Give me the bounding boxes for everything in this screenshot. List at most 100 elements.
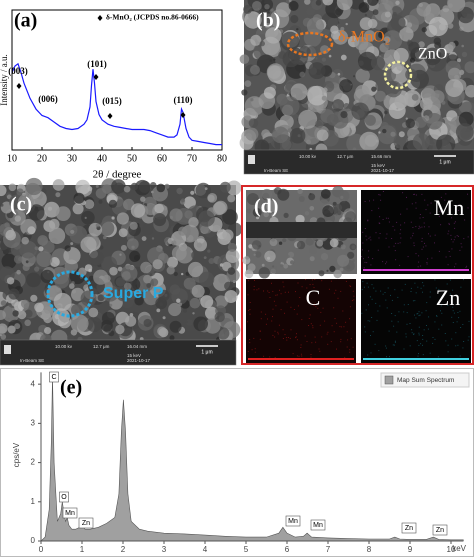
sem-particle bbox=[25, 177, 43, 196]
map-dot bbox=[249, 302, 251, 303]
map-dot bbox=[351, 300, 353, 302]
sem-particle bbox=[307, 85, 327, 106]
map-dot bbox=[416, 340, 418, 342]
map-dot bbox=[362, 231, 364, 233]
map-dot bbox=[330, 341, 332, 343]
map-dot bbox=[249, 313, 251, 315]
sem-particle bbox=[290, 83, 308, 101]
map-dot bbox=[417, 355, 419, 357]
x-tick-label: 40 bbox=[97, 153, 107, 164]
sem-particle bbox=[198, 210, 215, 227]
map-dot bbox=[312, 283, 314, 285]
map-dot bbox=[434, 234, 436, 236]
map-dot bbox=[412, 300, 414, 302]
sem-particle bbox=[224, 281, 233, 291]
sem-particle bbox=[248, 118, 259, 128]
map-dot bbox=[410, 291, 412, 292]
map-dot bbox=[279, 349, 281, 350]
sem-particle bbox=[354, 36, 369, 51]
map-dot bbox=[280, 309, 282, 311]
sem-particle bbox=[123, 185, 131, 193]
sem-particle bbox=[17, 310, 27, 320]
x-tick-label: 6 bbox=[285, 545, 290, 554]
map-dot bbox=[310, 356, 312, 358]
map-dot bbox=[418, 311, 420, 313]
map-dot bbox=[364, 331, 366, 333]
y-tick-label: 2 bbox=[31, 458, 36, 467]
sem-particle bbox=[244, 80, 252, 87]
sem-particle bbox=[464, 61, 474, 74]
sem-particle bbox=[457, 6, 474, 24]
map-dot bbox=[419, 214, 421, 215]
sem-particle bbox=[364, 13, 368, 17]
peak-marker bbox=[97, 15, 103, 21]
sem-particle bbox=[282, 50, 300, 68]
peak-label: Zn bbox=[405, 525, 413, 532]
sem-particle bbox=[465, 84, 474, 98]
sem-particle bbox=[339, 267, 344, 272]
map-dot bbox=[362, 281, 364, 283]
map-dot bbox=[361, 289, 363, 291]
map-dot bbox=[445, 340, 447, 342]
map-dot bbox=[363, 286, 365, 288]
sem-particle bbox=[296, 28, 299, 31]
sem-particle bbox=[250, 64, 260, 75]
sem-particle bbox=[304, 211, 310, 216]
map-dot bbox=[300, 344, 302, 346]
map-dot bbox=[314, 303, 316, 305]
sem-particle bbox=[448, 41, 456, 50]
map-dot bbox=[318, 348, 320, 350]
map-dot bbox=[450, 234, 452, 236]
map-dot bbox=[439, 211, 441, 213]
map-dot bbox=[456, 321, 458, 323]
sem-particle bbox=[116, 289, 129, 302]
scale-bar-label: 1 μm bbox=[439, 159, 450, 165]
marker-legend: δ-MnO₂ (JCPDS no.86-0666) bbox=[106, 13, 199, 22]
sem-particle bbox=[279, 96, 300, 116]
map-dot bbox=[380, 199, 382, 201]
map-dot bbox=[301, 286, 303, 288]
map-dot bbox=[331, 325, 333, 327]
map-dot bbox=[401, 289, 403, 291]
map-dot bbox=[406, 196, 407, 198]
sem-particle bbox=[278, 241, 283, 245]
map-dot bbox=[368, 237, 370, 239]
map-dot bbox=[290, 306, 292, 308]
map-dot bbox=[407, 256, 409, 258]
map-dot bbox=[447, 233, 449, 235]
x-tick-label: 8 bbox=[367, 545, 372, 554]
sem-particle bbox=[180, 198, 186, 203]
sem-particle bbox=[345, 22, 348, 26]
sem-particle bbox=[390, 6, 403, 19]
map-dot bbox=[394, 250, 396, 252]
sem-particle bbox=[178, 226, 188, 236]
sem-particle bbox=[153, 213, 167, 227]
map-dot bbox=[393, 344, 395, 346]
sem-particle bbox=[102, 184, 112, 194]
map-dot bbox=[392, 225, 394, 227]
map-dot bbox=[378, 194, 380, 196]
map-dot bbox=[308, 318, 310, 319]
map-dot bbox=[451, 316, 453, 318]
map-dot bbox=[282, 329, 284, 331]
peak-label-box bbox=[310, 519, 326, 531]
map-dot bbox=[377, 310, 379, 312]
sem-particle bbox=[0, 334, 7, 340]
sem-particle bbox=[337, 254, 350, 267]
map-dot bbox=[402, 192, 404, 194]
sem-particle bbox=[265, 27, 282, 44]
sem-particle bbox=[261, 129, 271, 139]
x-tick-label: 7 bbox=[326, 545, 331, 554]
sem-particle bbox=[70, 229, 75, 234]
sem-particle bbox=[214, 311, 225, 323]
map-dot bbox=[342, 310, 344, 312]
map-dot bbox=[386, 261, 388, 263]
map-dot bbox=[385, 217, 387, 219]
sem-particle bbox=[195, 182, 211, 199]
panel-label: (c) bbox=[10, 194, 32, 216]
sem-particle bbox=[412, 133, 430, 151]
sem-particle bbox=[193, 238, 207, 252]
sem-particle bbox=[272, 126, 289, 144]
y-axis-label: cps/eV bbox=[12, 442, 21, 467]
